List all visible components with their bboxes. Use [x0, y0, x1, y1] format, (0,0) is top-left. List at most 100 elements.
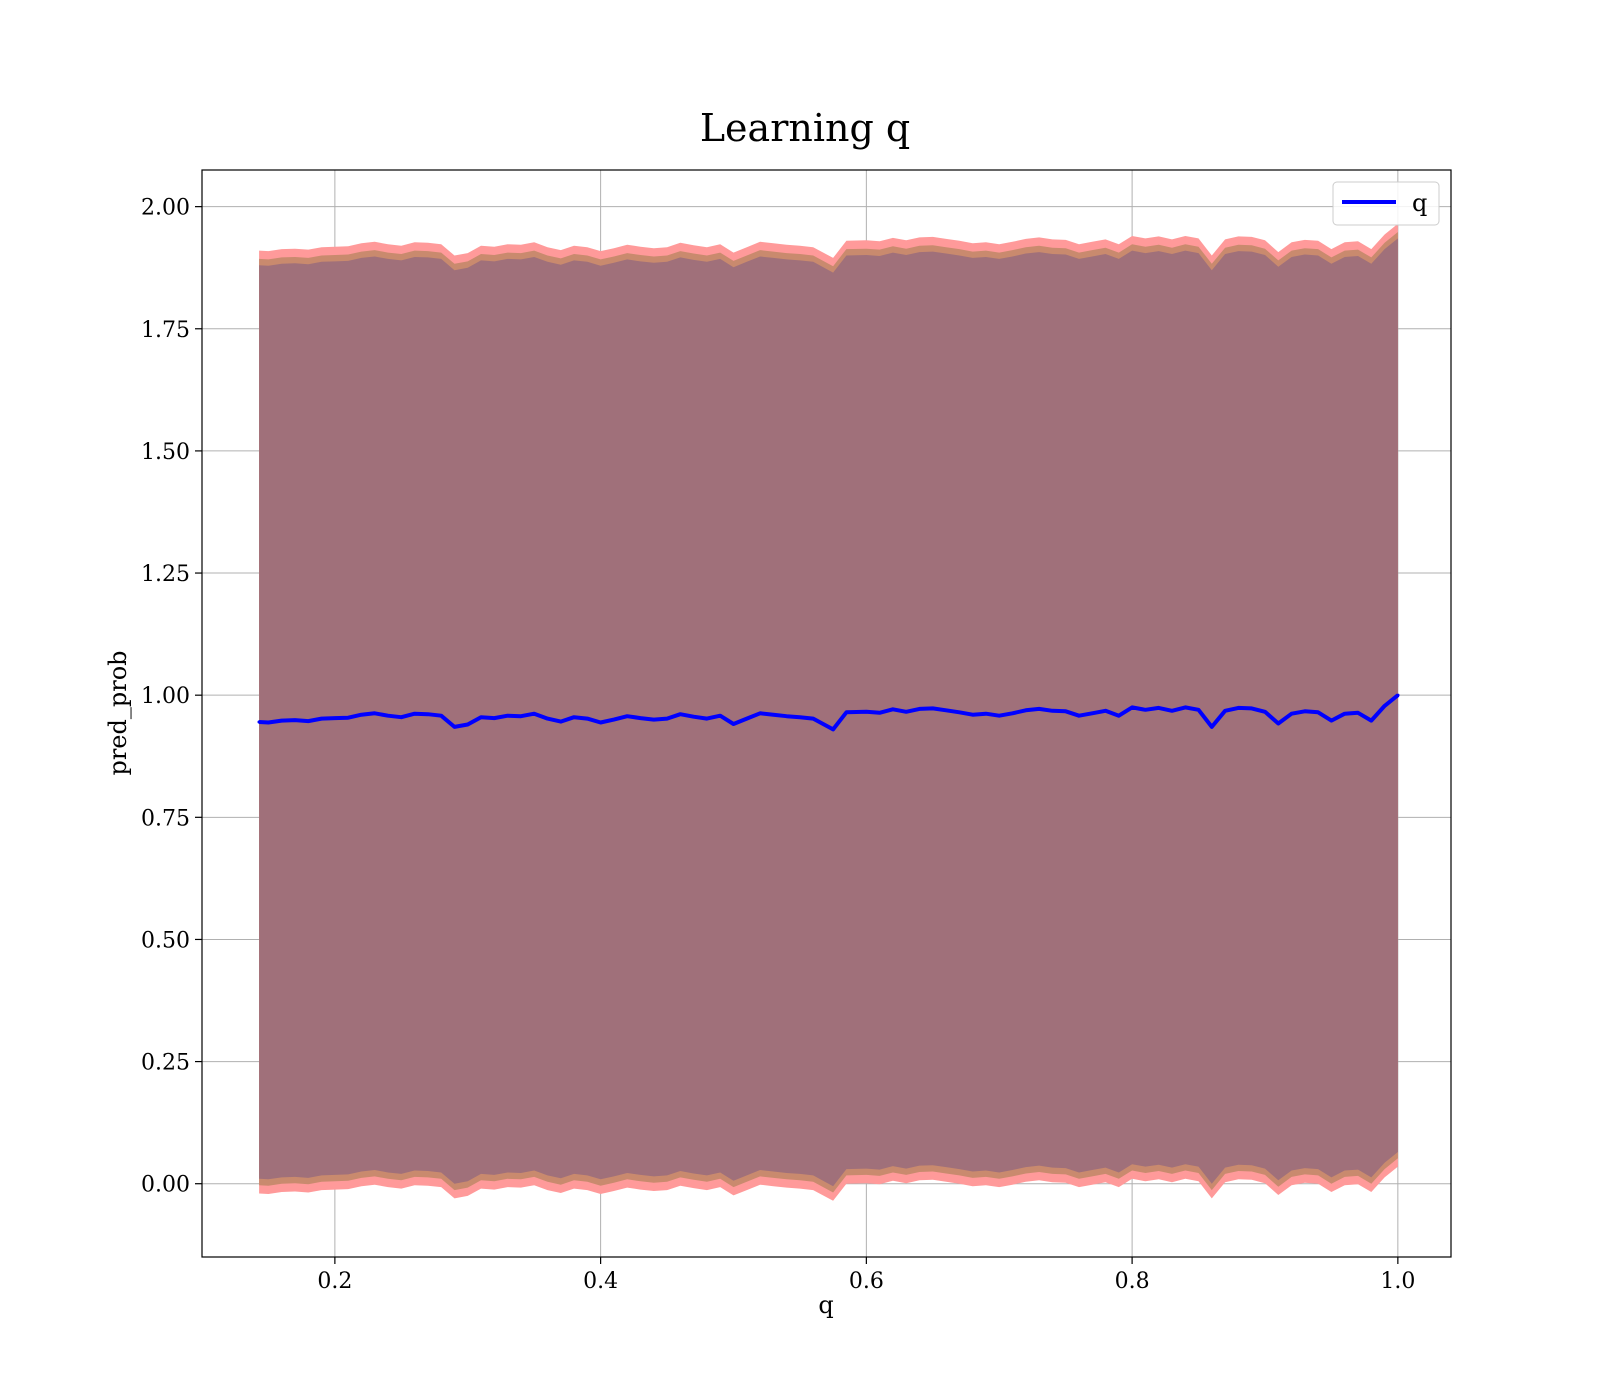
data-point-q [306, 719, 310, 723]
y-tick-label: 1.50 [141, 440, 190, 465]
data-point-q [426, 712, 430, 716]
data-point-q [864, 710, 869, 714]
data-point-q [831, 727, 835, 732]
data-point-q [545, 717, 550, 721]
data-point-q [612, 718, 616, 722]
data-point-q [1250, 706, 1254, 711]
data-point-q [1303, 709, 1307, 713]
data-point-q [957, 710, 962, 714]
data-point-q [1210, 725, 1214, 729]
x-tick-label: 0.8 [1115, 1269, 1150, 1294]
data-point-q [346, 716, 350, 720]
legend: q [1332, 181, 1440, 226]
data-point-q [1143, 708, 1147, 712]
data-point-q [785, 714, 789, 718]
data-point-q [665, 717, 669, 721]
data-point-q [1356, 711, 1360, 715]
y-tick-label: 0.25 [141, 1051, 190, 1076]
data-point-q [1396, 693, 1400, 697]
x-axis-label: q [818, 1291, 833, 1319]
data-point-q [1077, 714, 1081, 718]
data-point-q [1050, 709, 1054, 713]
y-axis-label: pred_prob [104, 650, 132, 775]
data-point-q [257, 720, 261, 724]
data-point-q [844, 710, 849, 714]
data-point-q [280, 719, 284, 723]
legend-label-q: q [1412, 189, 1427, 217]
data-point-q [266, 720, 270, 725]
y-tick-label: 1.75 [141, 318, 190, 343]
data-point-q [585, 717, 589, 721]
data-point-q [1130, 705, 1134, 710]
band-inner [259, 238, 1398, 1187]
data-point-q [492, 716, 496, 720]
y-tick-label: 1.25 [141, 562, 190, 587]
data-point-q [1343, 712, 1347, 716]
y-ticks: 0.00 0.25 0.50 0.75 1.00 1.25 1.50 1.75 2.00 [141, 196, 202, 1198]
data-point-q [519, 714, 523, 718]
data-point-q [891, 707, 895, 711]
data-point-q [1316, 710, 1320, 714]
data-point-q [1236, 706, 1240, 710]
data-point-q [678, 712, 682, 716]
data-point-q [333, 716, 337, 720]
data-point-q [692, 715, 696, 719]
series-lines [257, 693, 1400, 732]
data-point-q [718, 714, 722, 718]
data-point-q [944, 708, 948, 712]
x-tick-label: 0.2 [317, 1269, 352, 1294]
data-point-q [532, 712, 536, 716]
data-point-q [559, 720, 563, 724]
data-point-q [1010, 711, 1015, 715]
data-point-q [1183, 705, 1187, 710]
data-point-q [1064, 709, 1068, 713]
chart-title: Learning q [700, 106, 910, 150]
data-point-q [1157, 706, 1161, 710]
data-point-q [399, 715, 403, 719]
data-point-q [1290, 712, 1294, 716]
data-point-q [638, 716, 643, 720]
x-tick-label: 1.0 [1380, 1269, 1415, 1294]
data-point-q [1329, 719, 1333, 723]
data-point-q [1276, 721, 1280, 726]
data-point-q [293, 718, 297, 722]
data-point-q [1383, 704, 1387, 708]
data-point-q [705, 717, 709, 721]
x-ticks: 0.2 0.4 0.6 0.8 1.0 [317, 1257, 1415, 1294]
y-tick-label: 0.50 [141, 928, 190, 953]
data-point-q [439, 714, 443, 718]
data-point-q [758, 711, 762, 715]
data-point-q [1170, 709, 1174, 713]
y-tick-label: 0.75 [141, 806, 190, 831]
data-point-q [1037, 707, 1041, 711]
data-point-q [798, 715, 802, 719]
data-point-q [572, 715, 576, 719]
data-point-q [599, 720, 603, 725]
data-point-q [811, 717, 815, 721]
plot-frame [201, 169, 1452, 1258]
data-point-q [971, 713, 975, 717]
data-point-q [931, 706, 935, 711]
data-point-q [878, 711, 882, 715]
data-point-q [625, 714, 629, 718]
data-point-q [1196, 708, 1201, 712]
x-tick-label: 0.4 [583, 1269, 618, 1294]
y-tick-label: 0.00 [141, 1173, 190, 1198]
x-tick-label: 0.6 [849, 1269, 884, 1294]
data-point-q [413, 712, 417, 716]
series-line-q [258, 693, 1400, 732]
data-point-q [904, 710, 908, 714]
data-point-q [479, 715, 483, 719]
data-point-q [386, 714, 390, 718]
y-tick-label: 2.00 [141, 196, 190, 221]
y-tick-label: 1.00 [141, 684, 190, 709]
data-point-q [320, 717, 324, 721]
data-point-q [506, 714, 510, 718]
data-point-q [745, 717, 749, 721]
data-point-q [1103, 709, 1108, 713]
data-point-q [1024, 708, 1028, 712]
data-point-q [1090, 711, 1094, 715]
data-point-q [771, 713, 776, 717]
data-point-q [1117, 714, 1121, 718]
